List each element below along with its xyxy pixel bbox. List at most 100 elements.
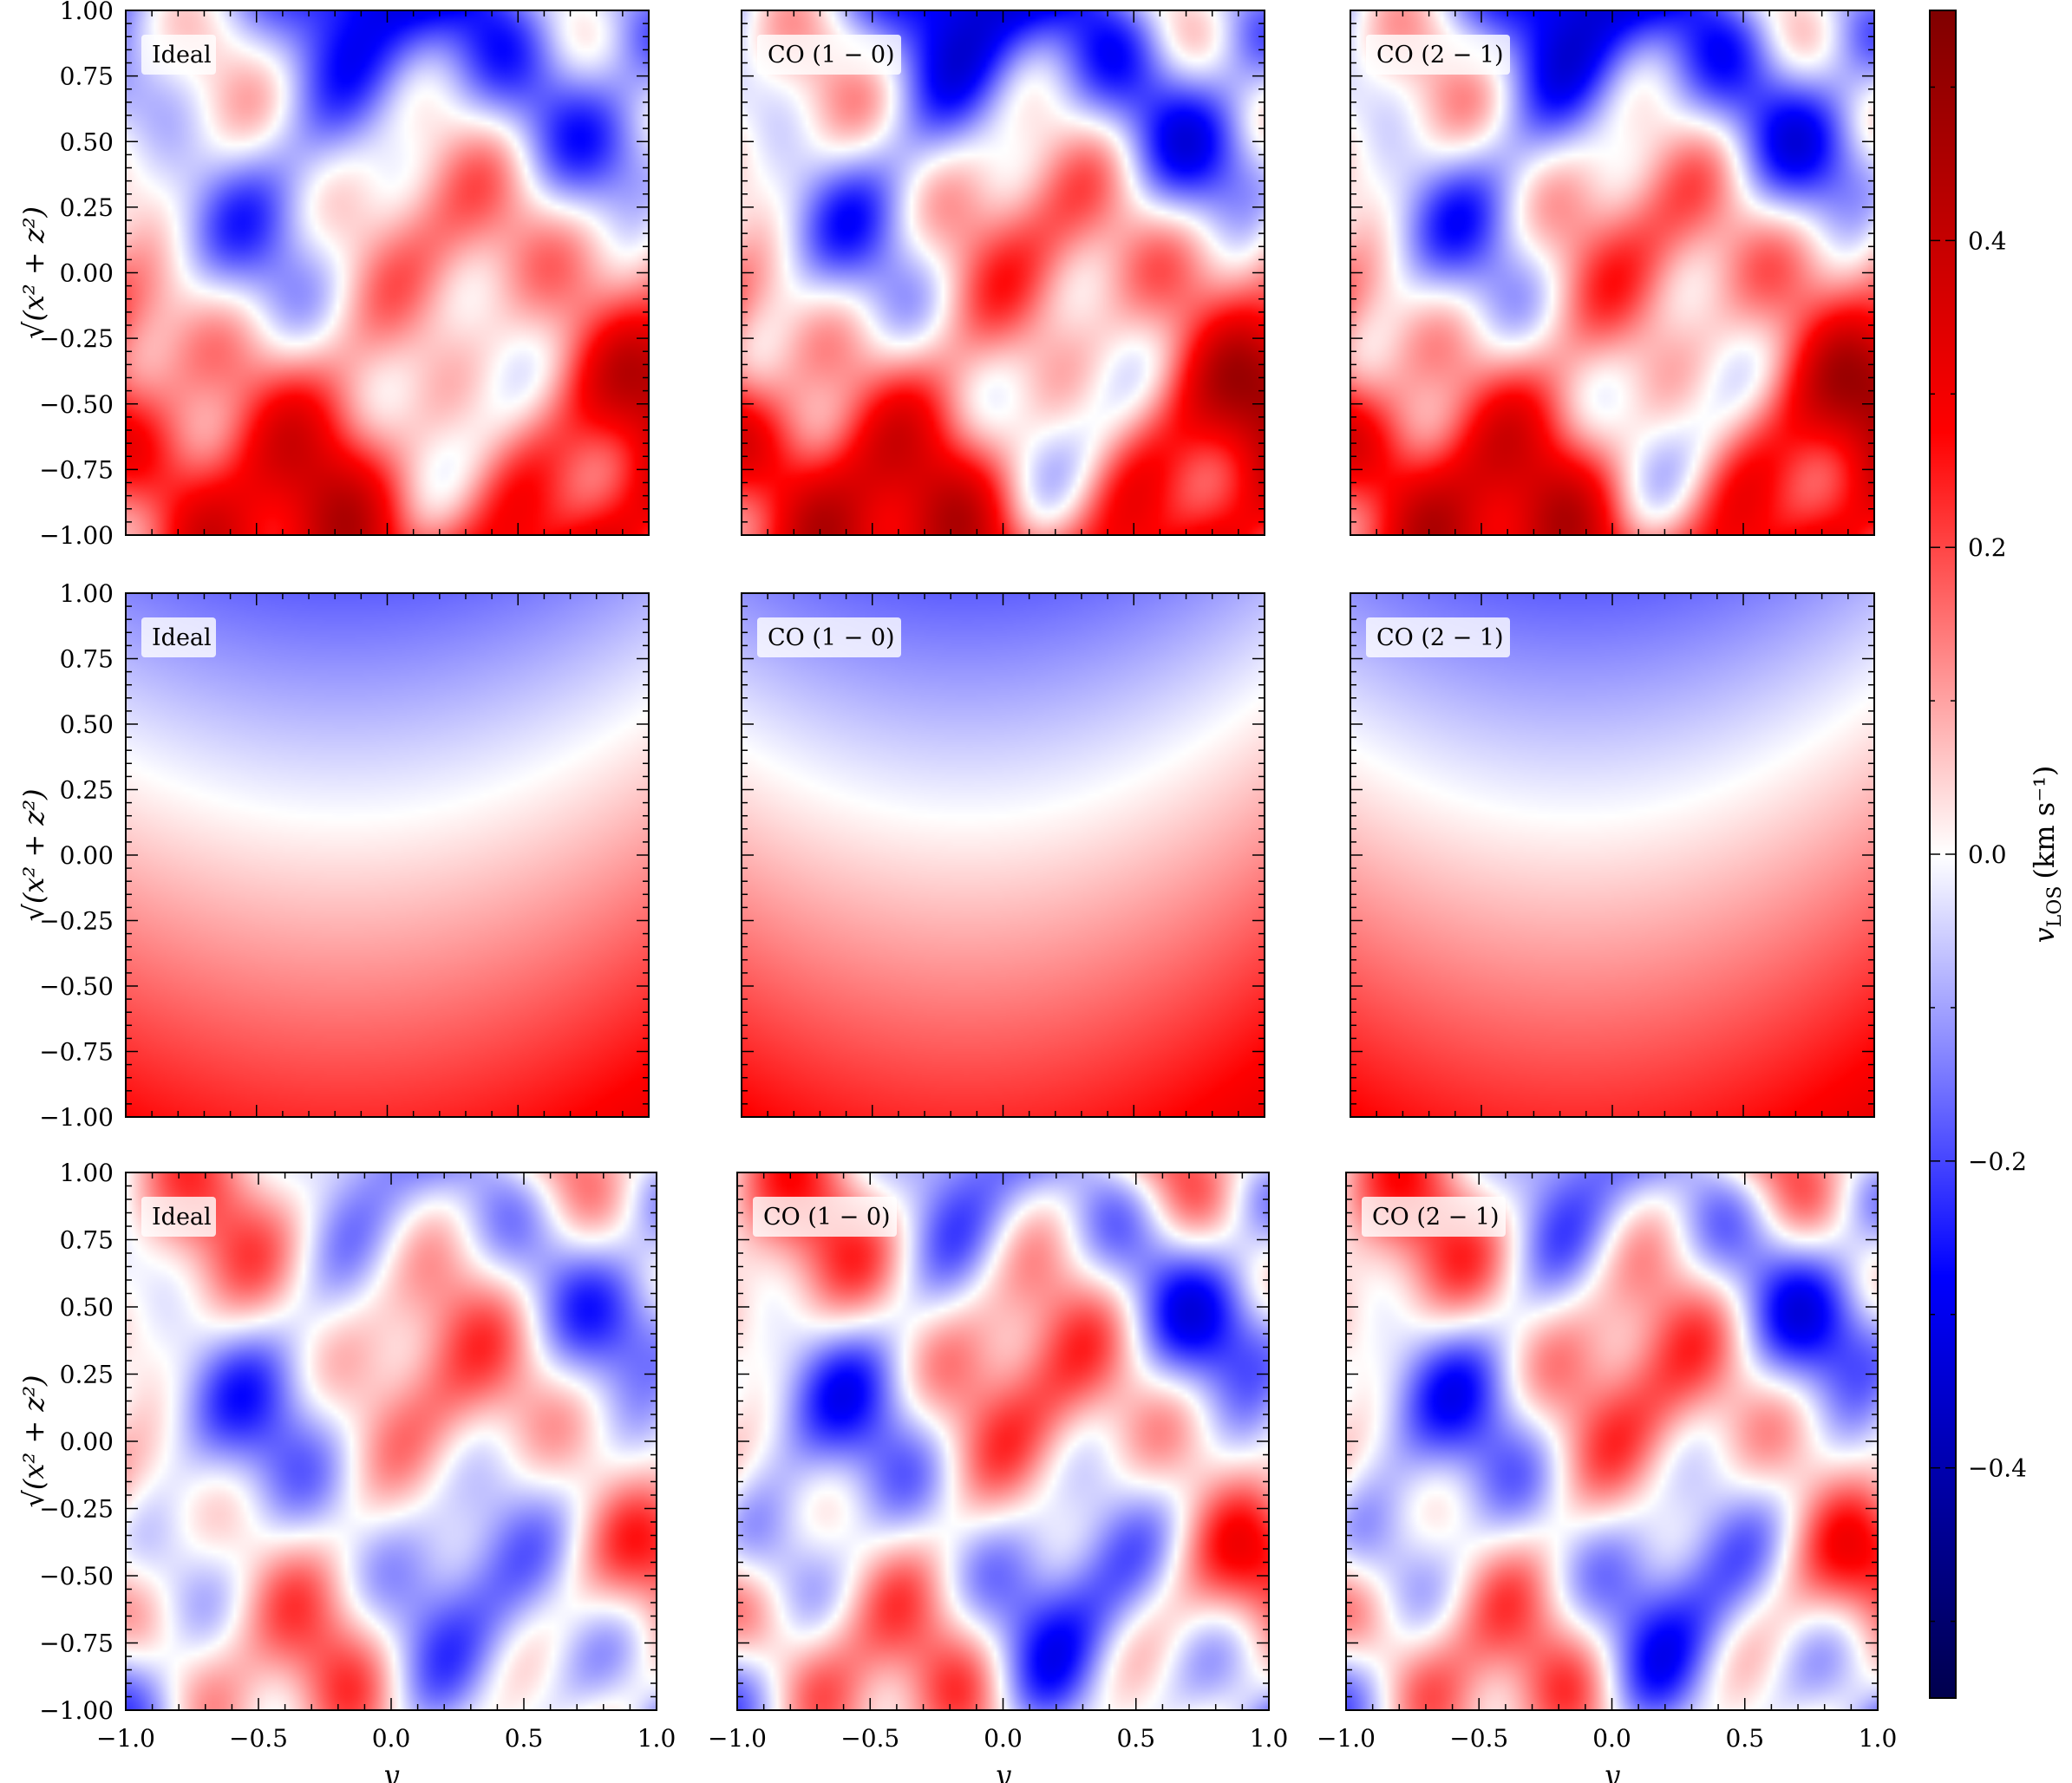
panel-tag-box bbox=[757, 35, 901, 75]
y-tick-label: 0.50 bbox=[60, 1293, 114, 1322]
svg-text:√(x² + z²): √(x² + z²) bbox=[17, 788, 50, 921]
x-tick-label: −1.0 bbox=[96, 1724, 155, 1753]
y-tick-label: 1.00 bbox=[60, 0, 114, 25]
x-tick-label: 1.0 bbox=[637, 1724, 677, 1753]
heatmap-image bbox=[1350, 593, 1874, 1117]
x-tick-label: 0.0 bbox=[1592, 1724, 1631, 1753]
x-tick-label: 1.0 bbox=[1250, 1724, 1289, 1753]
heatmap-image bbox=[737, 1172, 1269, 1710]
panel-tag-box bbox=[757, 617, 901, 657]
panel-tag-box bbox=[753, 1197, 897, 1237]
y-tick-label: −0.75 bbox=[39, 455, 114, 484]
x-axis-label: y bbox=[382, 1759, 400, 1783]
y-tick-label: 1.00 bbox=[60, 1159, 114, 1187]
y-tick-label: −0.25 bbox=[39, 324, 114, 353]
x-axis-label: y bbox=[1602, 1759, 1620, 1783]
panel-r3-c2: −1.0 −0.5 0.0 0.5 1.0 y CO (1 − 0) bbox=[708, 1172, 1288, 1783]
y-tick-label: −0.75 bbox=[39, 1038, 114, 1067]
y-axis-label: √(x² + z²) bbox=[17, 788, 50, 921]
panel-tag: Ideal bbox=[152, 1204, 212, 1231]
colorbar-ticks bbox=[1930, 86, 1956, 1623]
x-tick-label: 0.0 bbox=[372, 1724, 411, 1753]
y-tick-label: −0.50 bbox=[39, 972, 114, 1001]
panel-r2-c2: CO (1 − 0) bbox=[741, 592, 1265, 1118]
x-tick-label: −0.5 bbox=[1449, 1724, 1508, 1753]
panel-tag-box bbox=[1366, 617, 1510, 657]
heatmap-image bbox=[742, 10, 1265, 535]
panel-tag: CO (2 − 1) bbox=[1376, 42, 1504, 69]
tick-marks bbox=[736, 1172, 1270, 1711]
y-tick-label: 0.00 bbox=[60, 841, 114, 870]
y-tick-label: −0.25 bbox=[39, 907, 114, 936]
y-tick-label: 0.25 bbox=[60, 193, 114, 222]
tick-marks bbox=[741, 10, 1265, 536]
panel-tag: CO (1 − 0) bbox=[768, 624, 895, 651]
y-tick-label: 0.00 bbox=[60, 1427, 114, 1456]
x-tick-label: 1.0 bbox=[1859, 1724, 1898, 1753]
panel-tag-box bbox=[1366, 35, 1510, 75]
heatmap-image bbox=[742, 593, 1265, 1117]
svg-text:√(x² + z²): √(x² + z²) bbox=[17, 1375, 50, 1507]
colorbar-tick-label: 0.2 bbox=[1968, 533, 2007, 562]
colorbar-tick-label: −0.4 bbox=[1968, 1454, 2027, 1483]
panel-tag-box bbox=[141, 35, 216, 75]
x-axis-label: y bbox=[993, 1759, 1011, 1783]
tick-marks bbox=[1350, 10, 1875, 536]
y-tick-label: −1.00 bbox=[39, 1103, 114, 1132]
x-tick-label: −0.5 bbox=[229, 1724, 288, 1753]
heatmap-image bbox=[126, 593, 649, 1117]
y-tick-label: 0.25 bbox=[60, 1361, 114, 1389]
panel-tag-box bbox=[1362, 1197, 1506, 1237]
panel-tag: CO (1 − 0) bbox=[768, 42, 895, 69]
tick-marks bbox=[1350, 592, 1875, 1118]
y-tick-label: 0.50 bbox=[60, 127, 114, 156]
y-axis-label: √(x² + z²) bbox=[17, 1375, 50, 1507]
x-tick-label: 0.0 bbox=[984, 1724, 1023, 1753]
panel-r1-c3: CO (2 − 1) bbox=[1350, 10, 1875, 536]
y-tick-label: −1.00 bbox=[39, 1696, 114, 1725]
y-tick-label: 0.25 bbox=[60, 776, 114, 805]
panel-r3-c1: 1.000.750.500.250.00−0.25−0.50−0.75−1.00… bbox=[17, 1159, 676, 1783]
y-tick-label: 1.00 bbox=[60, 579, 114, 608]
y-tick-label: −0.25 bbox=[39, 1495, 114, 1524]
tick-marks bbox=[125, 1172, 657, 1711]
svg-text:√(x² + z²): √(x² + z²) bbox=[17, 206, 50, 339]
x-tick-label: −0.5 bbox=[840, 1724, 899, 1753]
x-tick-label: 0.5 bbox=[505, 1724, 544, 1753]
x-tick-label: 0.5 bbox=[1116, 1724, 1155, 1753]
x-tick-label: 0.5 bbox=[1725, 1724, 1764, 1753]
y-tick-label: −1.00 bbox=[39, 521, 114, 550]
colorbar-label: vLOS(km s⁻¹) bbox=[2028, 766, 2066, 944]
y-tick-label: 0.00 bbox=[60, 259, 114, 288]
tick-marks bbox=[1345, 1172, 1879, 1711]
panel-tag: CO (2 − 1) bbox=[1372, 1204, 1500, 1231]
panel-r1-c2: CO (1 − 0) bbox=[741, 10, 1265, 536]
y-tick-label: −0.50 bbox=[39, 390, 114, 419]
heatmap-image bbox=[1350, 10, 1874, 535]
y-tick-label: 0.75 bbox=[60, 645, 114, 674]
panel-r3-c3: −1.0 −0.5 0.0 0.5 1.0 y CO (2 − 1) bbox=[1317, 1172, 1897, 1783]
y-tick-label: −0.50 bbox=[39, 1562, 114, 1590]
x-tick-label: −1.0 bbox=[1317, 1724, 1376, 1753]
y-tick-label: 0.75 bbox=[60, 62, 114, 91]
colorbar-tick-label: 0.0 bbox=[1968, 840, 2007, 869]
tick-marks bbox=[125, 592, 650, 1118]
panel-tag: Ideal bbox=[152, 42, 212, 69]
x-tick-label: −1.0 bbox=[708, 1724, 767, 1753]
y-axis-label: √(x² + z²) bbox=[17, 206, 50, 339]
colorbar: 0.4 0.2 0.0 −0.2 −0.4 vLOS(km s⁻¹) bbox=[1929, 10, 2066, 1699]
y-tick-label: 0.75 bbox=[60, 1226, 114, 1255]
panel-r2-c3: CO (2 − 1) bbox=[1350, 592, 1875, 1118]
svg-text:vLOS(km s⁻¹): vLOS(km s⁻¹) bbox=[2028, 766, 2066, 944]
heatmap-image bbox=[126, 1172, 657, 1710]
panel-tag: CO (2 − 1) bbox=[1376, 624, 1504, 651]
colorbar-tick-label: −0.2 bbox=[1968, 1147, 2027, 1176]
panel-tag-box bbox=[141, 617, 216, 657]
colorbar-tick-label: 0.4 bbox=[1968, 226, 2007, 255]
y-tick-label: −0.75 bbox=[39, 1630, 114, 1658]
panel-r1-c1: 1.00 0.75 0.50 0.25 0.00 −0.25 −0.50 −0.75 −1.00… bbox=[17, 0, 650, 550]
panel-tag: Ideal bbox=[152, 624, 212, 651]
y-tick-label: 0.50 bbox=[60, 710, 114, 739]
panel-r2-c1: 1.00 0.75 0.50 0.25 0.00 −0.25 −0.50 −0.75 −1.00… bbox=[17, 579, 650, 1132]
